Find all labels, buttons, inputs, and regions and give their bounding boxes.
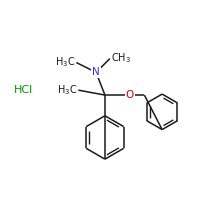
- Text: O: O: [125, 90, 134, 100]
- Text: N: N: [92, 67, 100, 77]
- Text: H$_3$C: H$_3$C: [55, 56, 75, 69]
- Text: CH$_3$: CH$_3$: [111, 52, 131, 65]
- Text: HCl: HCl: [13, 85, 33, 95]
- Text: H$_3$C: H$_3$C: [57, 83, 77, 97]
